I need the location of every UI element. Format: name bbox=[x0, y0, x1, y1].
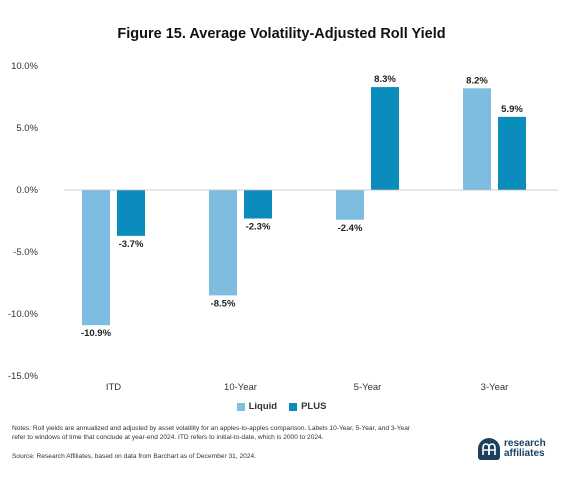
data-label: -8.5% bbox=[211, 298, 236, 309]
chart-source: Source: Research Affiliates, based on da… bbox=[12, 453, 256, 460]
legend-item-liquid: Liquid bbox=[236, 401, 278, 412]
y-tick-label: -5.0% bbox=[13, 247, 38, 258]
legend-label-plus: PLUS bbox=[301, 401, 327, 412]
bar-liquid-itd bbox=[82, 190, 110, 326]
x-tick-label: 10-Year bbox=[224, 382, 257, 393]
data-label: 5.9% bbox=[501, 104, 523, 115]
brand-wordmark: research affiliates bbox=[504, 439, 546, 459]
data-label: -2.3% bbox=[246, 222, 271, 233]
legend-swatch-plus bbox=[289, 402, 298, 411]
data-label: 8.3% bbox=[374, 74, 396, 85]
legend-swatch-liquid bbox=[236, 402, 245, 411]
data-label: -10.9% bbox=[81, 328, 112, 339]
bar-plus-5-year bbox=[371, 87, 399, 190]
x-tick-label: 3-Year bbox=[481, 382, 509, 393]
y-tick-label: 10.0% bbox=[11, 61, 38, 72]
brand-logo: research affiliates bbox=[478, 436, 558, 462]
x-tick-label: 5-Year bbox=[354, 382, 382, 393]
bar-liquid-5-year bbox=[336, 190, 364, 220]
y-tick-label: 5.0% bbox=[16, 123, 38, 134]
legend: Liquid PLUS bbox=[0, 401, 563, 412]
brand-line-1: research bbox=[504, 438, 546, 449]
data-label: 8.2% bbox=[466, 75, 488, 86]
x-tick-label: ITD bbox=[106, 382, 121, 393]
y-tick-label: 0.0% bbox=[16, 185, 38, 196]
y-tick-label: -15.0% bbox=[8, 371, 39, 382]
data-label: -3.7% bbox=[119, 239, 144, 250]
chart-title: Figure 15. Average Volatility-Adjusted R… bbox=[117, 26, 446, 42]
bar-plus-10-year bbox=[244, 190, 272, 219]
bar-chart: 10.0% 5.0% 0.0% -5.0% -10.0% -15.0% -10.9% -3.7… bbox=[8, 61, 558, 393]
research-affiliates-logo-icon bbox=[478, 438, 500, 460]
bar-plus-itd bbox=[117, 190, 145, 236]
legend-label-liquid: Liquid bbox=[248, 401, 278, 412]
brand-line-2: affiliates bbox=[504, 448, 545, 459]
legend-item-plus: PLUS bbox=[289, 401, 326, 412]
bar-plus-3-year bbox=[498, 116, 526, 190]
y-tick-label: -10.0% bbox=[8, 309, 39, 320]
chart-notes: Notes: Roll yields are annualized and ad… bbox=[12, 425, 411, 441]
bar-liquid-3-year bbox=[463, 88, 491, 190]
bar-liquid-10-year bbox=[209, 190, 237, 296]
data-label: -2.4% bbox=[338, 223, 363, 234]
